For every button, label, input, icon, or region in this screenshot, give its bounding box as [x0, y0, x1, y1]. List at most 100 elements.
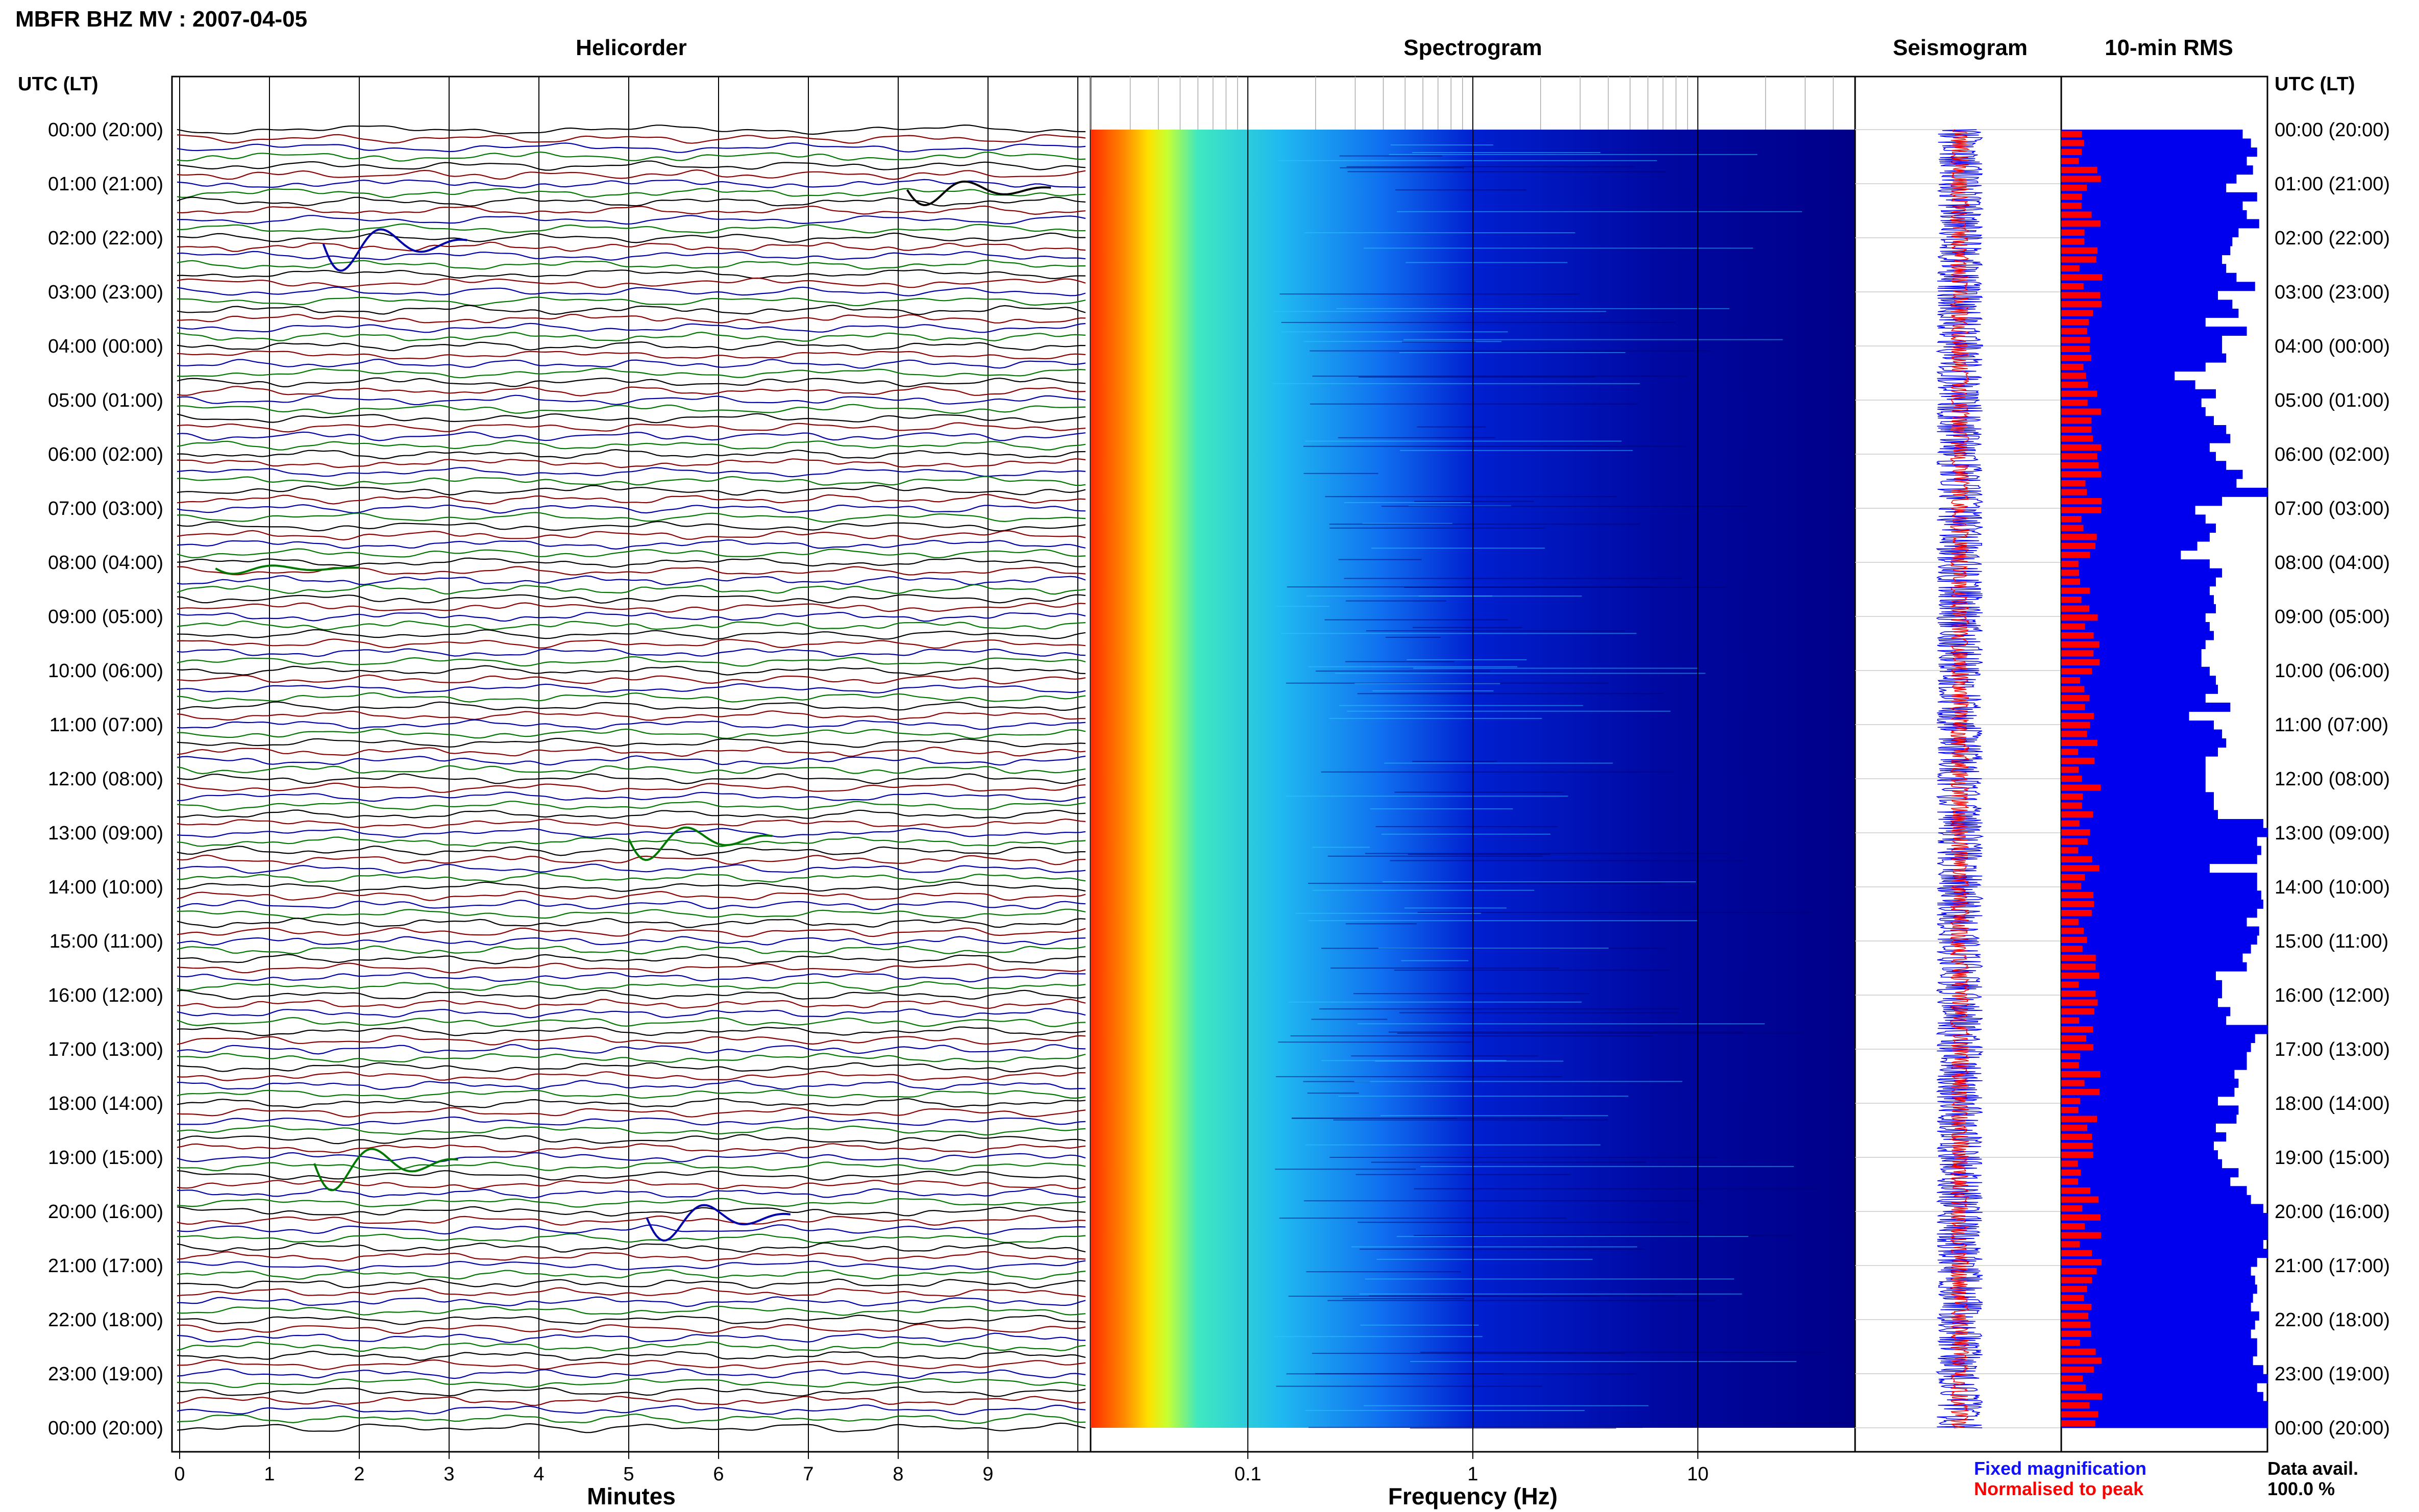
rms-bar: [2061, 147, 2257, 157]
helicorder-trace: [177, 440, 1086, 451]
helicorder-trace: [177, 504, 1086, 514]
helicorder-trace: [177, 134, 1086, 144]
helicorder-tick-label: 9: [982, 1464, 993, 1485]
rms-bar: [2061, 962, 2247, 972]
helicorder-trace: [177, 1350, 1086, 1361]
spectrogram-band: [1369, 1295, 1676, 1297]
rms-normalised-bar: [2061, 184, 2087, 191]
spectrogram-band: [1412, 152, 1601, 153]
time-label-left: 18:00 (14:00): [48, 1093, 163, 1114]
helicorder-trace: [177, 890, 1086, 901]
helicorder-trace: [177, 1386, 1086, 1397]
rms-bar: [2061, 828, 2267, 837]
rms-normalised-bar: [2061, 462, 2099, 469]
time-label-right: 16:00 (12:00): [2275, 985, 2390, 1006]
time-label-left: 15:00 (11:00): [50, 931, 163, 952]
rms-normalised-bar: [2061, 632, 2094, 639]
rms-normalised-bar: [2061, 319, 2089, 326]
helicorder-trace: [177, 1044, 1086, 1055]
rms-normalised-bar: [2061, 578, 2080, 585]
spectrogram-band: [1278, 1042, 1473, 1043]
spectrogram-band: [1414, 501, 1534, 502]
spectrogram-band: [1394, 970, 1671, 971]
rms-bar: [2061, 971, 2216, 981]
helicorder-trace: [177, 367, 1086, 379]
spectrogram-band: [1396, 1236, 1748, 1237]
rms-bar: [2061, 810, 2218, 820]
spectrogram-band: [1295, 912, 1482, 914]
rms-normalised-bar: [2061, 337, 2090, 343]
rms-normalised-bar: [2061, 1160, 2078, 1167]
rms-bar: [2061, 1177, 2231, 1186]
helicorder-trace: [177, 1026, 1086, 1036]
helicorder-trace: [177, 899, 1086, 910]
helicorder-trace: [177, 1278, 1086, 1289]
rms-normalised-bar: [2061, 176, 2101, 182]
helicorder-trace: [177, 1125, 1086, 1136]
rms-bar: [2061, 317, 2206, 327]
spectrogram-band: [1338, 559, 1422, 560]
rms-bar: [2061, 1043, 2251, 1052]
spectrogram-band: [1410, 1361, 1797, 1362]
spectrogram-band: [1414, 1188, 1816, 1189]
spectrogram-band: [1384, 762, 1613, 764]
rms-bar: [2061, 989, 2223, 999]
rms-bar: [2061, 524, 2216, 533]
rms-bar: [2061, 1015, 2227, 1025]
rms-normalised-bar: [2061, 1133, 2092, 1140]
helicorder-trace: [177, 1251, 1086, 1262]
helicorder-trace: [177, 449, 1086, 460]
helicorder-trace: [177, 205, 1086, 215]
spectrogram-band: [1366, 630, 1625, 632]
spectrogram-band: [1405, 262, 1568, 263]
spectrogram-band: [1359, 1248, 1644, 1250]
helicorder-trace: [177, 1134, 1086, 1145]
rms-normalised-bar: [2061, 158, 2079, 164]
spectrogram-band: [1389, 154, 1758, 155]
spectrogram-band: [1375, 1060, 1564, 1062]
rms-bar: [2061, 980, 2223, 989]
helicorder-trace: [177, 1170, 1086, 1181]
spectrogram-band: [1321, 1060, 1507, 1061]
rms-bar: [2061, 1347, 2257, 1357]
spectrogram-band: [1305, 1410, 1585, 1411]
rms-bar: [2061, 344, 2223, 354]
rms-normalised-bar: [2061, 1357, 2102, 1364]
rms-bar: [2061, 1383, 2257, 1393]
rms-normalised-bar: [2061, 749, 2079, 755]
spectrogram-band: [1344, 502, 1471, 503]
spectrogram-band: [1408, 854, 1550, 855]
helicorder-trace: [177, 648, 1086, 657]
rms-bar: [2061, 1141, 2214, 1151]
rms-normalised-bar: [2061, 345, 2090, 352]
spectrogram-band: [1412, 761, 1497, 762]
spectrogram-band: [1403, 339, 1783, 340]
rms-bar: [2061, 1034, 2255, 1043]
helicorder-trace: [177, 972, 1086, 983]
spectrogram-band: [1279, 1218, 1566, 1219]
rms-normalised-bar: [2061, 1348, 2096, 1355]
helicorder-trace: [177, 1359, 1086, 1370]
helicorder-trace: [177, 683, 1086, 693]
rms-normalised-bar: [2061, 1330, 2091, 1337]
time-label-right: 23:00 (19:00): [2275, 1364, 2390, 1385]
spectrogram-band: [1313, 889, 1535, 891]
helicorder-trace: [177, 1179, 1086, 1189]
rms-bar: [2061, 1249, 2267, 1258]
rms-bar: [2061, 631, 2214, 640]
spectrogram-tick-label: 0.1: [1235, 1464, 1262, 1485]
helicorder-trace: [177, 846, 1085, 856]
rms-bar: [2061, 1222, 2267, 1231]
helicorder-tick-label: 4: [533, 1464, 544, 1485]
helicorder-trace: [177, 259, 1085, 270]
rms-bar: [2061, 1132, 2227, 1142]
helicorder-trace: [177, 872, 1086, 883]
spectrogram-band: [1277, 160, 1657, 161]
rms-bar: [2061, 1293, 2253, 1303]
rms-normalised-bar: [2061, 265, 2080, 272]
spectrogram-band: [1365, 1278, 1735, 1280]
rms-normalised-bar: [2061, 1178, 2079, 1185]
time-label-right: 18:00 (14:00): [2275, 1093, 2390, 1114]
seismogram-panel: [1854, 76, 2062, 1453]
spectrogram-band: [1307, 1093, 1359, 1094]
